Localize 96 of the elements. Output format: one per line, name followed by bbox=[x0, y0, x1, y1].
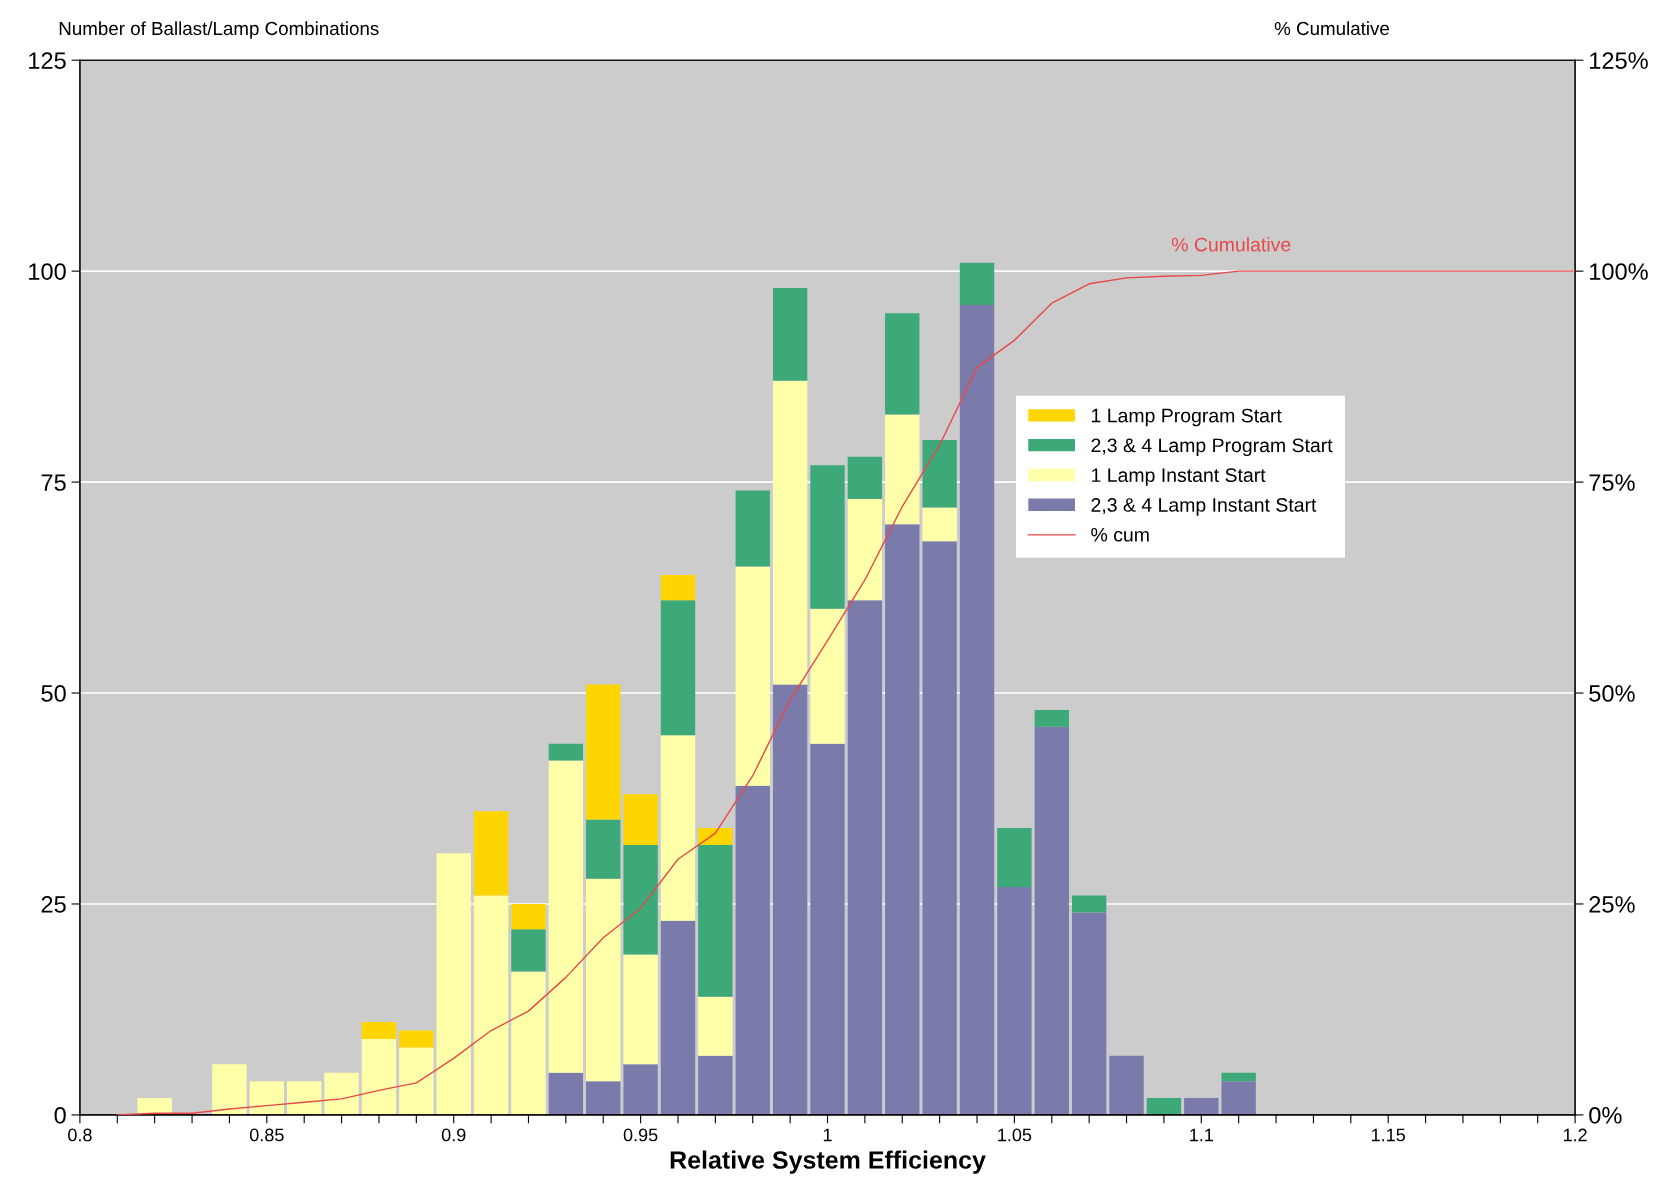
bar bbox=[623, 1064, 658, 1115]
y-tick-label: 100 bbox=[29, 263, 66, 280]
bar bbox=[885, 524, 920, 1115]
bar bbox=[212, 1064, 247, 1115]
bar bbox=[249, 1081, 285, 1115]
y-tick-label: 25 bbox=[41, 896, 66, 913]
bar bbox=[660, 920, 696, 1115]
bar bbox=[885, 414, 920, 525]
bar bbox=[959, 262, 995, 305]
x-axis-title: Relative System Efficiency bbox=[670, 1150, 986, 1174]
legend-label: 1 Lamp Program Start bbox=[1092, 408, 1282, 427]
bar bbox=[847, 600, 883, 1115]
legend-label: 2,3 & 4 Lamp Program Start bbox=[1091, 438, 1333, 457]
bar bbox=[548, 743, 584, 761]
bar bbox=[1184, 1098, 1219, 1115]
y-axis-title: Number of Ballast/Lamp Combinations bbox=[59, 21, 379, 39]
bar bbox=[623, 844, 658, 955]
x-tick-label: 0.8 bbox=[68, 1128, 92, 1142]
bar bbox=[511, 903, 546, 930]
bar bbox=[586, 819, 621, 879]
y2-tick-label: 0% bbox=[1589, 1106, 1622, 1124]
x-tick-label: 1.05 bbox=[998, 1128, 1032, 1142]
legend-label: 2,3 & 4 Lamp Instant Start bbox=[1091, 498, 1317, 516]
bar bbox=[473, 811, 509, 896]
bar bbox=[586, 1081, 621, 1115]
y2-tick-label: 100% bbox=[1590, 263, 1648, 280]
bar bbox=[511, 971, 546, 1115]
bar bbox=[959, 304, 995, 1115]
bar bbox=[660, 735, 696, 921]
bar bbox=[772, 684, 808, 1115]
bar bbox=[698, 996, 733, 1056]
bar bbox=[735, 566, 770, 786]
bar bbox=[586, 878, 621, 1082]
bar bbox=[399, 1030, 434, 1048]
line-series bbox=[116, 270, 1576, 1115]
bar bbox=[623, 954, 658, 1065]
x-tick-label: 1.1 bbox=[1190, 1128, 1213, 1142]
y2-axis-title: % Cumulative bbox=[1274, 21, 1389, 36]
bar bbox=[399, 1047, 434, 1115]
bar bbox=[660, 574, 696, 601]
bar bbox=[847, 456, 883, 499]
y-tick-label: 0 bbox=[54, 1106, 66, 1124]
bar bbox=[810, 608, 845, 744]
bar bbox=[997, 887, 1032, 1115]
bar bbox=[922, 439, 957, 508]
bar bbox=[698, 828, 733, 845]
y-tick-label: 50 bbox=[41, 685, 66, 702]
bar bbox=[922, 541, 957, 1115]
bar bbox=[586, 684, 621, 820]
x-tick-label: 1 bbox=[823, 1128, 832, 1142]
bar bbox=[361, 1022, 397, 1039]
bar bbox=[772, 380, 808, 685]
bar bbox=[473, 895, 509, 1115]
bar bbox=[1071, 912, 1107, 1115]
bar bbox=[1221, 1072, 1256, 1082]
bar bbox=[997, 828, 1032, 888]
bar bbox=[548, 760, 584, 1073]
bar bbox=[810, 743, 845, 1115]
bar bbox=[660, 600, 696, 736]
bar bbox=[735, 490, 770, 567]
x-tick-label: 0.95 bbox=[623, 1128, 658, 1142]
x-tick-label: 0.85 bbox=[249, 1128, 284, 1142]
x-tick-label: 1.2 bbox=[1563, 1128, 1587, 1142]
bar bbox=[735, 785, 770, 1115]
y2-tick-label: 75% bbox=[1589, 474, 1635, 491]
bar bbox=[847, 498, 883, 601]
bar bbox=[623, 794, 658, 845]
y-tick-label: 125 bbox=[29, 52, 66, 69]
bar bbox=[324, 1072, 359, 1115]
bar bbox=[436, 853, 471, 1115]
legend-label: % cum bbox=[1091, 527, 1149, 542]
bar bbox=[137, 1098, 172, 1115]
y2-tick-label: 25% bbox=[1589, 896, 1635, 913]
bar bbox=[287, 1081, 322, 1115]
bar bbox=[772, 288, 808, 381]
bar bbox=[511, 929, 546, 972]
y-tick-label: 75 bbox=[41, 474, 66, 491]
bar bbox=[885, 313, 920, 415]
bar bbox=[810, 465, 845, 609]
annotation: % Cumulative bbox=[1171, 237, 1291, 252]
bar bbox=[1071, 895, 1107, 913]
legend-label: 1 Lamp Instant Start bbox=[1092, 468, 1266, 486]
bar bbox=[548, 1072, 584, 1115]
bar bbox=[1034, 726, 1069, 1115]
x-tick-label: 0.9 bbox=[441, 1128, 466, 1142]
bar bbox=[1146, 1098, 1182, 1115]
bar bbox=[1034, 709, 1069, 727]
bar bbox=[698, 844, 733, 997]
bar bbox=[922, 507, 957, 542]
y2-tick-label: 50% bbox=[1589, 685, 1635, 702]
x-tick-label: 1.15 bbox=[1372, 1128, 1406, 1142]
bar bbox=[361, 1038, 397, 1115]
bar bbox=[1221, 1081, 1256, 1115]
y2-tick-label: 125% bbox=[1590, 52, 1648, 69]
bar bbox=[698, 1055, 733, 1115]
bar bbox=[1109, 1055, 1144, 1115]
